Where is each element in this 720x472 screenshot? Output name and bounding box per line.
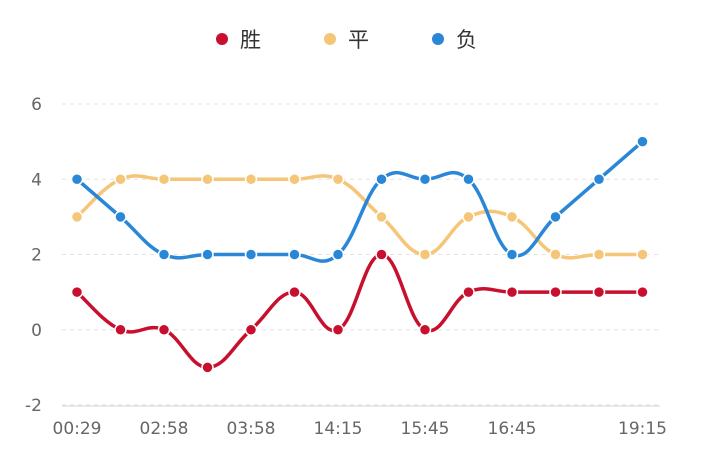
data-point-loss[interactable] (636, 135, 649, 148)
data-point-win[interactable] (244, 323, 258, 336)
data-point-loss[interactable] (462, 173, 475, 186)
y-tick-label: 2 (31, 246, 42, 266)
data-point-draw[interactable] (244, 173, 258, 186)
y-tick-label: 6 (31, 95, 42, 115)
data-point-loss[interactable] (114, 210, 127, 224)
data-point-draw[interactable] (505, 210, 519, 224)
data-point-win[interactable] (592, 285, 606, 299)
y-tick-label: 4 (31, 170, 42, 190)
y-tick-label: 0 (31, 321, 42, 341)
data-point-draw[interactable] (418, 248, 432, 261)
legend-dot-win (216, 33, 228, 45)
data-point-win[interactable] (636, 285, 649, 299)
legend-label-loss: 负 (456, 28, 477, 52)
data-point-draw[interactable] (70, 210, 84, 224)
series-draw (70, 173, 649, 261)
data-point-draw[interactable] (331, 173, 345, 186)
data-point-draw[interactable] (636, 248, 649, 261)
data-point-loss[interactable] (549, 210, 562, 224)
data-point-win[interactable] (418, 323, 432, 336)
x-tick-label: 00:29 (53, 419, 102, 439)
data-point-loss[interactable] (592, 173, 606, 186)
data-point-loss[interactable] (244, 248, 258, 261)
legend-dot-loss (432, 33, 444, 45)
legend: 胜 平 负 (0, 24, 720, 54)
legend-item-win[interactable]: 胜 (216, 24, 261, 54)
data-point-loss[interactable] (375, 173, 388, 186)
legend-item-loss[interactable]: 负 (432, 24, 477, 54)
legend-item-draw[interactable]: 平 (324, 24, 369, 54)
data-point-draw[interactable] (157, 173, 171, 186)
x-tick-label: 15:45 (401, 419, 450, 439)
data-point-draw[interactable] (592, 248, 606, 261)
series-loss (70, 135, 649, 263)
data-point-win[interactable] (288, 285, 301, 299)
x-tick-label: 16:45 (488, 419, 537, 439)
data-point-loss[interactable] (505, 248, 519, 261)
series-line-win (75, 252, 645, 370)
x-tick-label: 14:15 (314, 419, 363, 439)
grid (62, 103, 660, 406)
data-point-draw[interactable] (375, 210, 388, 224)
data-point-loss[interactable] (157, 248, 171, 261)
data-point-loss[interactable] (201, 248, 214, 261)
data-point-win[interactable] (201, 361, 214, 374)
data-point-win[interactable] (375, 248, 388, 261)
x-tick-label: 19:15 (618, 419, 667, 439)
data-point-loss[interactable] (288, 248, 301, 261)
legend-label-win: 胜 (240, 28, 261, 52)
x-tick-label: 03:58 (227, 419, 276, 439)
data-point-win[interactable] (505, 285, 519, 299)
data-point-win[interactable] (462, 285, 475, 299)
data-point-loss[interactable] (70, 173, 84, 186)
data-point-win[interactable] (114, 323, 127, 336)
legend-dot-draw (324, 33, 336, 45)
data-point-loss[interactable] (418, 173, 432, 186)
data-point-win[interactable] (549, 285, 562, 299)
data-point-win[interactable] (70, 285, 84, 299)
data-point-draw[interactable] (462, 210, 475, 224)
y-tick-label: -2 (25, 396, 42, 416)
x-tick-label: 02:58 (140, 419, 189, 439)
data-point-loss[interactable] (331, 248, 345, 261)
legend-label-draw: 平 (348, 28, 369, 52)
series-win (70, 248, 649, 374)
data-point-draw[interactable] (288, 173, 301, 186)
data-point-win[interactable] (331, 323, 345, 336)
data-point-draw[interactable] (114, 173, 127, 186)
data-point-win[interactable] (157, 323, 171, 336)
data-point-draw[interactable] (201, 173, 214, 186)
data-point-draw[interactable] (549, 248, 562, 261)
series-line-loss (75, 139, 645, 263)
